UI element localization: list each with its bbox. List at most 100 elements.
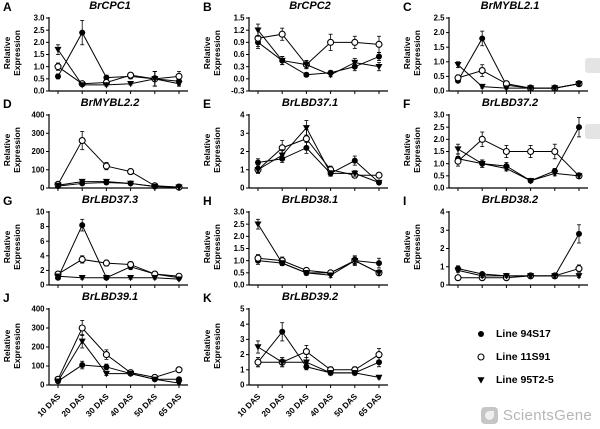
panel-letter: G xyxy=(3,194,13,208)
svg-text:3: 3 xyxy=(440,226,445,235)
panel-title: BrLBD39.1 xyxy=(81,291,139,303)
svg-text:5: 5 xyxy=(240,305,245,314)
y-axis-label: Relative Expression xyxy=(402,127,422,174)
y-axis-label: Relative Expression xyxy=(402,224,422,271)
panel-letter: A xyxy=(3,0,12,14)
svg-text:1: 1 xyxy=(240,365,245,374)
svg-text:2: 2 xyxy=(240,350,245,359)
svg-text:200: 200 xyxy=(31,343,45,352)
svg-text:3.0: 3.0 xyxy=(34,14,46,23)
panel-a: A BrCPC1 Relative Expression 0.0 0.5 1.0 1.… xyxy=(0,0,200,97)
panel-letter: K xyxy=(203,291,212,305)
panel-title: BrMYBL2.2 xyxy=(80,97,140,109)
svg-text:0: 0 xyxy=(240,184,245,193)
svg-text:2.5: 2.5 xyxy=(434,123,446,132)
watermark-fragment xyxy=(585,58,600,73)
svg-text:2: 2 xyxy=(40,266,45,275)
svg-text:1.2: 1.2 xyxy=(234,26,246,35)
panel-k: K BrLBD39.2 Relative Expression 0 1 2 3 4 5 10… xyxy=(200,291,400,429)
y-axis-label: Relative Expression xyxy=(202,127,222,174)
legend-item-line-95t2-5: Line 95T2-5 xyxy=(472,373,600,387)
panel-title: BrLBD37.1 xyxy=(281,97,339,109)
svg-text:65 DAS: 65 DAS xyxy=(357,392,384,419)
svg-text:40 DAS: 40 DAS xyxy=(308,392,335,419)
panel-title: BrCPC1 xyxy=(89,0,131,12)
svg-text:0: 0 xyxy=(440,281,445,290)
legend-label: Line 11S91 xyxy=(496,351,551,363)
y-axis-label: Relative Expression xyxy=(2,224,22,271)
svg-text:3.0: 3.0 xyxy=(234,208,246,217)
panel-letter: I xyxy=(403,194,407,208)
svg-text:2.0: 2.0 xyxy=(434,135,446,144)
svg-text:100: 100 xyxy=(31,165,45,174)
panel-letter: J xyxy=(3,291,10,305)
panel-j: J BrLBD39.1 Relative Expression 0 100 200 3… xyxy=(0,291,200,429)
svg-text:1.5: 1.5 xyxy=(434,147,446,156)
svg-text:40 DAS: 40 DAS xyxy=(108,392,135,419)
y-axis-label: Relative Expression xyxy=(2,127,22,174)
filled-circle-icon xyxy=(478,331,484,337)
panel-letter: D xyxy=(3,97,12,111)
legend-label: Line 94S17 xyxy=(496,328,551,340)
svg-text:0.6: 0.6 xyxy=(234,50,246,59)
panel-title: BrLBD38.1 xyxy=(281,194,339,206)
svg-text:2.5: 2.5 xyxy=(434,14,446,23)
svg-text:1.5: 1.5 xyxy=(234,14,246,23)
panel-f: F BrLBD37.2 Relative Expression 0.0 0.5 1.… xyxy=(400,97,600,194)
svg-text:20 DAS: 20 DAS xyxy=(60,392,87,419)
svg-text:4: 4 xyxy=(240,111,245,120)
svg-text:0.5: 0.5 xyxy=(434,171,446,180)
svg-text:0: 0 xyxy=(40,184,45,193)
svg-text:0.5: 0.5 xyxy=(434,72,446,81)
legend-label: Line 95T2-5 xyxy=(496,374,554,386)
svg-text:4: 4 xyxy=(40,251,45,260)
svg-text:1.0: 1.0 xyxy=(434,57,446,66)
svg-text:50 DAS: 50 DAS xyxy=(133,392,160,419)
watermark-fragment xyxy=(585,124,600,139)
plot-d: 0 100 200 300 400 xyxy=(31,111,188,193)
y-axis-label: Relative Expression xyxy=(2,323,22,370)
y-axis-label: Relative Expression xyxy=(202,30,222,77)
panel-letter: F xyxy=(403,97,411,111)
svg-text:65 DAS: 65 DAS xyxy=(157,392,184,419)
panel-letter: B xyxy=(203,0,212,14)
panel-title: BrMYBL2.1 xyxy=(480,0,540,12)
panel-d: D BrMYBL2.2 Relative Expression 0 100 200 3… xyxy=(0,97,200,194)
scientsgene-logo-icon xyxy=(480,407,498,424)
legend-item-line-94s17: Line 94S17 xyxy=(472,327,600,341)
plot-e: 0 1 2 3 4 xyxy=(240,111,388,193)
svg-text:30 DAS: 30 DAS xyxy=(84,392,111,419)
svg-text:4: 4 xyxy=(440,208,445,217)
panel-letter: E xyxy=(203,97,212,111)
y-axis-label: Relative Expression xyxy=(202,224,222,271)
svg-text:2.5: 2.5 xyxy=(234,220,246,229)
svg-text:0.5: 0.5 xyxy=(34,74,46,83)
svg-text:3.0: 3.0 xyxy=(434,111,446,120)
svg-text:400: 400 xyxy=(31,111,45,120)
svg-text:1.0: 1.0 xyxy=(234,256,246,265)
svg-text:300: 300 xyxy=(31,129,45,138)
svg-text:0: 0 xyxy=(240,381,245,390)
watermark: ScientsGene xyxy=(480,407,592,424)
svg-text:-0.3: -0.3 xyxy=(231,87,245,96)
svg-text:0.0: 0.0 xyxy=(34,87,46,96)
svg-text:3: 3 xyxy=(240,335,245,344)
svg-text:2.0: 2.0 xyxy=(34,38,46,47)
svg-text:0.9: 0.9 xyxy=(234,38,246,47)
svg-text:2: 2 xyxy=(440,244,445,253)
panel-letter: H xyxy=(203,194,212,208)
panel-g: G BrLBD37.3 Relative Expression 0 2 4 6 8 10 xyxy=(0,194,200,291)
svg-text:0.0: 0.0 xyxy=(434,184,446,193)
svg-text:30 DAS: 30 DAS xyxy=(284,392,311,419)
svg-text:1.0: 1.0 xyxy=(34,62,46,71)
y-axis-label: Relative Expression xyxy=(202,323,222,370)
panel-letter: C xyxy=(403,0,412,14)
panel-title: BrCPC2 xyxy=(289,0,331,12)
plot-c: 0.0 0.5 1.0 1.5 2.0 2.5 xyxy=(434,14,588,96)
svg-text:0.0: 0.0 xyxy=(234,74,246,83)
plot-h: 0.0 0.5 1.0 1.5 2.0 2.5 3.0 xyxy=(234,208,388,290)
svg-text:2.5: 2.5 xyxy=(34,26,46,35)
